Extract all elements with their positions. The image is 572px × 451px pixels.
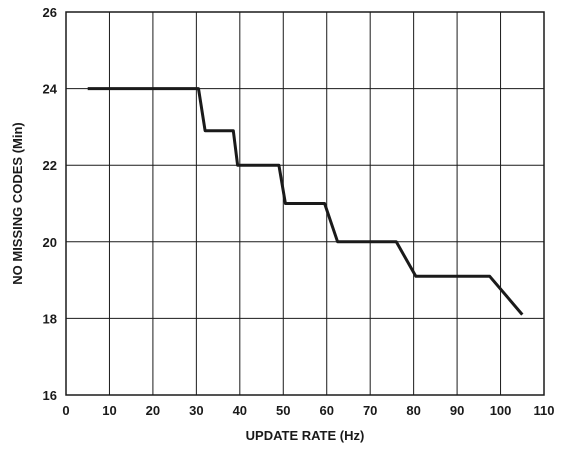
- x-axis-title: UPDATE RATE (Hz): [246, 428, 365, 443]
- series-line: [87, 87, 524, 316]
- y-tick-label: 24: [43, 82, 58, 97]
- x-tick-label: 110: [534, 403, 555, 418]
- x-tick-label: 100: [490, 403, 512, 418]
- x-tick-label: 60: [319, 403, 333, 418]
- x-tick-label: 90: [450, 403, 464, 418]
- series-layer: [87, 87, 524, 316]
- y-tick-label: 20: [43, 235, 57, 250]
- y-axis-ticks: 16 18 20 22 24 26: [43, 5, 58, 403]
- plot-frame: [65, 11, 545, 396]
- y-tick-label: 18: [43, 311, 57, 326]
- y-axis-title: NO MISSING CODES (Min): [10, 122, 25, 285]
- x-tick-label: 10: [102, 403, 116, 418]
- y-tick-label: 22: [43, 158, 57, 173]
- x-tick-label: 0: [62, 403, 69, 418]
- x-tick-label: 40: [233, 403, 247, 418]
- x-tick-label: 80: [406, 403, 420, 418]
- x-tick-label: 70: [363, 403, 377, 418]
- y-tick-label: 26: [43, 5, 57, 20]
- y-tick-label: 16: [43, 388, 57, 403]
- x-tick-label: 50: [276, 403, 290, 418]
- x-tick-label: 30: [189, 403, 203, 418]
- plot-border: [65, 11, 545, 396]
- x-tick-label: 20: [146, 403, 160, 418]
- x-axis-ticks: 0 10 20 30 40 50 60 70 80 90 100 110: [62, 403, 554, 418]
